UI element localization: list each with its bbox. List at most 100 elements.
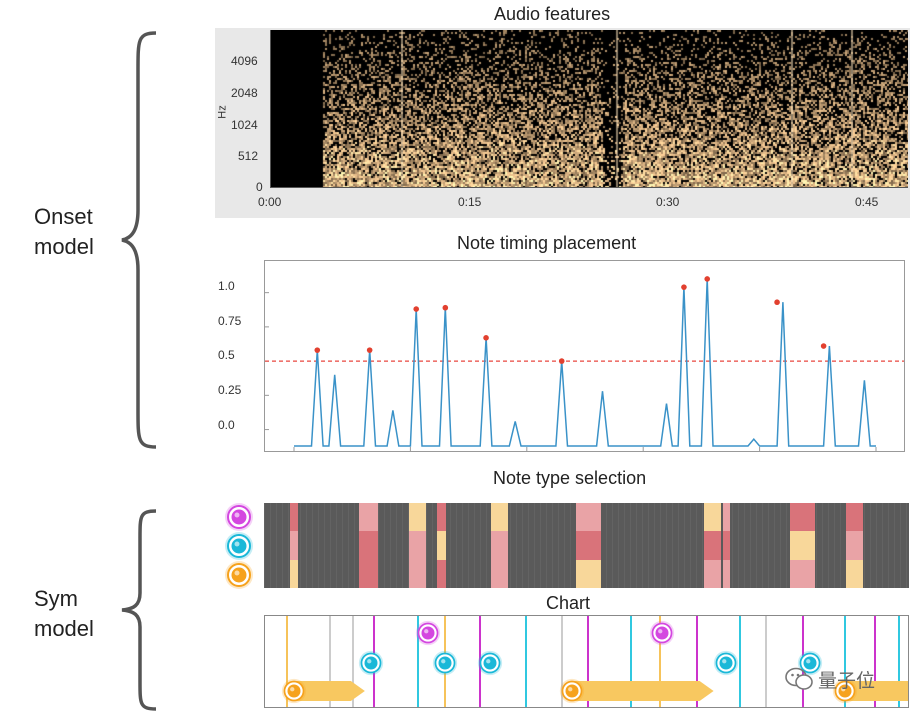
grid-line xyxy=(780,503,781,588)
grid-line xyxy=(480,503,481,588)
grid-line xyxy=(426,503,427,588)
grid-line xyxy=(654,503,655,588)
note-type-cell-6-1 xyxy=(703,531,721,561)
spec-xtick-0-30: 0:30 xyxy=(656,195,680,209)
spec-ytick-1024: 1024 xyxy=(231,118,258,132)
note-type-grid xyxy=(264,503,909,588)
grid-line xyxy=(678,503,679,588)
note-type-cell-8-1 xyxy=(790,531,815,561)
spectrogram xyxy=(271,30,908,187)
note-type-cell-4-0 xyxy=(491,503,508,532)
note-type-cell-4-2 xyxy=(491,559,508,588)
note-type-cell-6-2 xyxy=(703,559,721,588)
note-type-cell-7-0 xyxy=(722,503,731,532)
hold-arrow-0 xyxy=(293,681,365,701)
grid-line xyxy=(702,503,703,588)
peak-marker-6 xyxy=(681,284,687,290)
note-type-cell-0-0 xyxy=(289,503,298,532)
purple-note-icon xyxy=(224,502,254,532)
cyan-note-icon xyxy=(224,531,254,561)
grid-line xyxy=(288,503,289,588)
grid-line xyxy=(456,503,457,588)
note-type-cell-5-1 xyxy=(575,531,602,561)
chart-lane-9 xyxy=(586,616,589,707)
grid-line xyxy=(564,503,565,588)
grid-line xyxy=(486,503,487,588)
peak-marker-4 xyxy=(483,335,489,341)
grid-line xyxy=(462,503,463,588)
spec-ytick-512: 512 xyxy=(238,149,259,163)
grid-line xyxy=(690,503,691,588)
grid-line xyxy=(612,503,613,588)
grid-line xyxy=(540,503,541,588)
grid-line xyxy=(312,503,313,588)
chart-lane-2 xyxy=(351,616,354,707)
grid-line xyxy=(906,503,907,588)
note-type-cell-9-1 xyxy=(846,531,864,561)
grid-line xyxy=(408,503,409,588)
grid-line xyxy=(666,503,667,588)
chart-lane-7 xyxy=(525,616,528,707)
note-type-cell-5-0 xyxy=(575,503,602,532)
onset-model-brace xyxy=(121,31,157,449)
cyan-note-7 xyxy=(713,650,739,676)
grid-line xyxy=(330,503,331,588)
orange-note-icon xyxy=(224,560,254,590)
grid-line xyxy=(894,503,895,588)
grid-line xyxy=(768,503,769,588)
grid-line xyxy=(324,503,325,588)
spec-xtick-0-00: 0:00 xyxy=(258,195,282,209)
chart-lane-16 xyxy=(843,616,846,707)
grid-line xyxy=(354,503,355,588)
grid-line xyxy=(762,503,763,588)
note-type-cell-2-1 xyxy=(409,531,426,561)
grid-line xyxy=(450,503,451,588)
grid-line xyxy=(300,503,301,588)
grid-line xyxy=(882,503,883,588)
note-type-cell-3-1 xyxy=(436,531,446,561)
grid-line xyxy=(828,503,829,588)
note-type-icons xyxy=(222,502,256,590)
note-type-cell-0-2 xyxy=(289,559,298,588)
grid-line xyxy=(834,503,835,588)
sym-model-label: Sym model xyxy=(34,586,94,641)
note-type-cell-1-0 xyxy=(359,503,378,532)
orange-note-9 xyxy=(832,678,858,704)
cyan-note-3 xyxy=(432,650,458,676)
grid-line xyxy=(396,503,397,588)
grid-line xyxy=(468,503,469,588)
grid-line xyxy=(840,503,841,588)
note-type-cell-4-1 xyxy=(491,531,508,561)
grid-line xyxy=(774,503,775,588)
grid-line xyxy=(636,503,637,588)
note-type-cell-5-2 xyxy=(575,559,602,588)
grid-line xyxy=(630,503,631,588)
note-type-cell-2-0 xyxy=(409,503,426,532)
chart-lane-18 xyxy=(898,616,901,707)
grid-line xyxy=(432,503,433,588)
grid-line xyxy=(900,503,901,588)
grid-line xyxy=(624,503,625,588)
timing-ytick-1-0: 1.0 xyxy=(218,279,235,293)
grid-line xyxy=(510,503,511,588)
peak-marker-2 xyxy=(413,306,420,312)
grid-line xyxy=(522,503,523,588)
note-timing-plot xyxy=(264,260,905,452)
cyan-note-8 xyxy=(797,650,823,676)
grid-line xyxy=(750,503,751,588)
grid-line xyxy=(822,503,823,588)
grid-line xyxy=(684,503,685,588)
note-type-title: Note type selection xyxy=(493,468,647,488)
note-type-cell-8-2 xyxy=(790,559,815,588)
spectrogram-y-label: Hz xyxy=(216,105,229,119)
grid-line xyxy=(744,503,745,588)
note-type-cell-3-0 xyxy=(436,503,446,532)
grid-line xyxy=(516,503,517,588)
grid-line xyxy=(528,503,529,588)
grid-line xyxy=(786,503,787,588)
chart-panel xyxy=(264,615,909,708)
peak-marker-7 xyxy=(704,276,711,282)
timing-ytick-0-25: 0.25 xyxy=(218,383,242,397)
grid-line xyxy=(570,503,571,588)
grid-line xyxy=(336,503,337,588)
